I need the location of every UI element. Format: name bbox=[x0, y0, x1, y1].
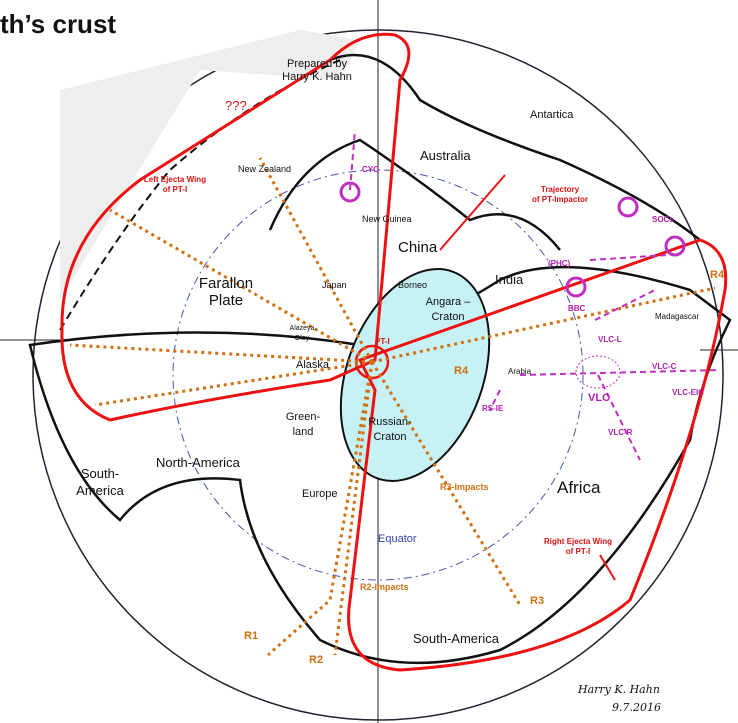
label: R3 bbox=[530, 595, 544, 607]
label-line: Left Ejecta Wing bbox=[144, 175, 206, 184]
label: South- America bbox=[76, 466, 124, 498]
label-line: Farallon bbox=[199, 275, 253, 292]
label-line: Trajectory bbox=[541, 185, 580, 194]
label: VLC-L bbox=[598, 335, 622, 344]
label: PT-I bbox=[375, 337, 390, 346]
label-line: Craton bbox=[373, 431, 406, 443]
label-line: Russian- bbox=[368, 416, 412, 428]
label: R4 bbox=[710, 269, 725, 281]
label: Alaska bbox=[296, 359, 330, 371]
label: VLC-C bbox=[652, 362, 677, 371]
label: New Zealand bbox=[238, 164, 291, 174]
label: VLC bbox=[588, 392, 610, 404]
label: (PHC) bbox=[548, 259, 571, 268]
label: Borneo bbox=[398, 280, 427, 290]
label-line: South- bbox=[81, 466, 119, 481]
signature: Harry K. Hahn 9.7.2016 bbox=[577, 683, 661, 714]
label-line: land bbox=[293, 426, 314, 438]
label: R4 bbox=[454, 365, 469, 377]
label: Equator bbox=[378, 533, 417, 545]
label: VLC-R bbox=[608, 428, 633, 437]
label: New Guinea bbox=[362, 214, 412, 224]
label-line: Oloy bbox=[295, 335, 310, 342]
label-line: Right Ejecta Wing bbox=[544, 537, 612, 546]
label-line: America bbox=[76, 483, 124, 498]
label: Arabia bbox=[508, 367, 532, 376]
label: R2 bbox=[309, 654, 323, 666]
label: CYC bbox=[362, 165, 379, 174]
label: Green-land bbox=[286, 411, 321, 438]
label-line: Plate bbox=[209, 292, 243, 309]
label: VLC-EIC bbox=[672, 388, 704, 397]
signature-line: 9.7.2016 bbox=[612, 701, 661, 714]
background-shapes bbox=[0, 0, 738, 723]
label-line: of PT-I bbox=[163, 185, 187, 194]
title: th’s crust bbox=[0, 9, 116, 39]
label: Madagascar bbox=[655, 312, 699, 321]
label-line: Craton bbox=[431, 311, 464, 323]
label: China bbox=[398, 239, 438, 256]
label: R3-Impacts bbox=[440, 482, 489, 492]
label: Antartica bbox=[530, 109, 574, 121]
label-line: of PT-Impactor bbox=[532, 195, 588, 204]
credit-line: Harry K. Hahn bbox=[282, 71, 352, 83]
label: Europe bbox=[302, 488, 337, 500]
label: Australia bbox=[420, 148, 471, 163]
label: South-America bbox=[413, 631, 500, 646]
label-line: Alazeya bbox=[290, 325, 315, 332]
label: SOCs bbox=[652, 215, 674, 224]
label-line: of PT-I bbox=[566, 547, 590, 556]
label-line: Angara – bbox=[426, 296, 472, 308]
signature-line: Harry K. Hahn bbox=[577, 683, 660, 696]
label: ??? bbox=[225, 98, 247, 113]
label: RS-IE bbox=[482, 404, 504, 413]
label: BBC bbox=[568, 304, 586, 313]
label-line: Green- bbox=[286, 411, 321, 423]
label: R2-Impacts bbox=[360, 582, 409, 592]
map: th’s crust Prepared byHarry K. Hahn ??? … bbox=[0, 0, 738, 723]
credit-line: Prepared by bbox=[287, 58, 347, 70]
label: Japan bbox=[322, 280, 347, 290]
label: R1 bbox=[244, 630, 258, 642]
label: North-America bbox=[156, 455, 241, 470]
label: Africa bbox=[557, 478, 601, 497]
label: India bbox=[495, 272, 524, 287]
